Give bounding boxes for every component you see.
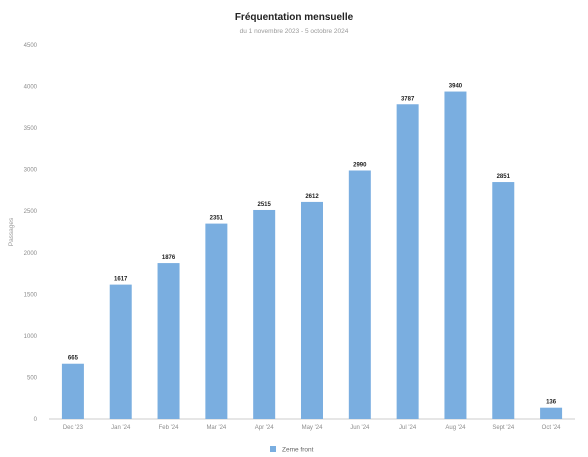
- y-tick-label: 3000: [24, 168, 38, 174]
- y-axis-label: Passages: [8, 217, 15, 246]
- x-tick-label: Sept '24: [492, 425, 514, 431]
- data-label: 1617: [114, 277, 128, 283]
- data-label: 2612: [305, 194, 319, 200]
- data-label: 2990: [353, 162, 367, 168]
- y-tick-label: 0: [34, 417, 38, 423]
- bar[interactable]: [61, 363, 84, 419]
- x-tick-label: Aug '24: [445, 425, 466, 431]
- x-tick-label: Dec '23: [63, 425, 84, 431]
- bar[interactable]: [444, 91, 467, 419]
- y-axis-ticks: 0 500 1000 1500 2000 2500 3000 3500 4000 4500: [24, 43, 38, 423]
- y-tick-label: 2500: [24, 209, 38, 215]
- data-label: 3940: [449, 84, 463, 90]
- data-label: 2515: [258, 202, 272, 208]
- x-axis-ticks: Dec '23 Jan '24 Feb '24 Mar '24 Apr '24 May '…: [63, 425, 561, 431]
- data-label: 1876: [162, 255, 176, 261]
- x-tick-label: Jan '24: [111, 425, 131, 431]
- x-tick-label: May '24: [302, 425, 323, 431]
- x-tick-label: Mar '24: [206, 425, 226, 431]
- chart-subtitle: du 1 novembre 2023 - 5 octobre 2024: [240, 28, 349, 35]
- y-tick-label: 500: [27, 375, 38, 381]
- x-tick-label: Oct '24: [542, 425, 561, 431]
- data-label: 3787: [401, 96, 415, 102]
- x-tick-label: Jul '24: [399, 425, 417, 431]
- bar[interactable]: [253, 209, 276, 419]
- y-tick-label: 2000: [24, 251, 38, 257]
- chart-title: Fréquentation mensuelle: [235, 12, 354, 23]
- y-tick-label: 3500: [24, 126, 38, 132]
- y-tick-label: 4000: [24, 85, 38, 91]
- bars: 665 1617 1876 2351 2515 2612 2990 3787 3940 2851 1…: [61, 84, 563, 419]
- bar[interactable]: [157, 263, 180, 419]
- x-tick-label: Feb '24: [159, 425, 179, 431]
- legend-entry-label: Zeme front: [282, 447, 314, 454]
- bar[interactable]: [540, 407, 563, 419]
- y-tick-label: 1500: [24, 292, 38, 298]
- bar[interactable]: [492, 182, 515, 419]
- data-label: 2851: [497, 174, 511, 180]
- bar[interactable]: [205, 223, 228, 419]
- data-label: 665: [68, 356, 79, 362]
- y-tick-label: 4500: [24, 43, 38, 49]
- x-tick-label: Apr '24: [255, 425, 274, 431]
- x-tick-label: Jun '24: [350, 425, 370, 431]
- data-label: 2351: [210, 216, 224, 222]
- legend-swatch: [270, 446, 276, 452]
- bar[interactable]: [348, 170, 371, 419]
- bar[interactable]: [301, 201, 323, 419]
- data-label: 136: [546, 400, 557, 406]
- bar[interactable]: [396, 104, 419, 419]
- bar[interactable]: [109, 284, 132, 419]
- legend[interactable]: Zeme front: [270, 446, 314, 454]
- y-tick-label: 1000: [24, 334, 38, 340]
